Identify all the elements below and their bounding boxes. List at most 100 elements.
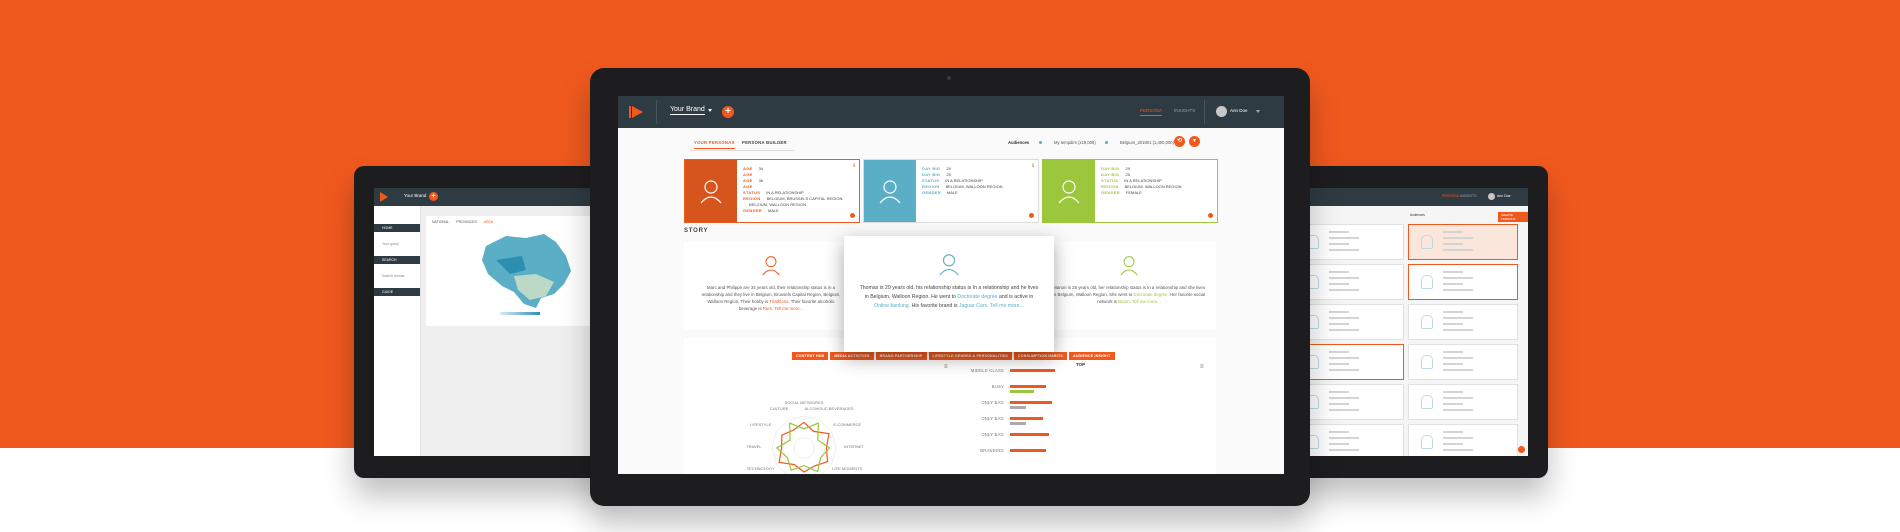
belgium-map[interactable]	[426, 216, 606, 326]
center-screen: Your Brand + PERSONA INSIGHTS Ann Doe YO…	[618, 96, 1284, 474]
mini-detail-line	[1329, 409, 1359, 411]
right-create-button[interactable]: CREATE PERSONA	[1498, 212, 1528, 222]
tab-your-personas[interactable]: YOUR PERSONAS	[694, 140, 735, 149]
persona-2-close-icon[interactable]	[1029, 213, 1034, 218]
mini-persona-card[interactable]	[1408, 424, 1518, 456]
bar[interactable]	[1010, 449, 1046, 452]
story-center-link3[interactable]: Jaguar Cars. Tell me more...	[958, 303, 1024, 309]
filter-tab[interactable]: LIFESTYLE GENRES & PERSONALITIES	[928, 352, 1013, 360]
story-right-link2[interactable]: Boom. Tell me more...	[1118, 299, 1161, 304]
story-left-link1[interactable]: Triathlons.	[769, 299, 790, 304]
mini-persona-card[interactable]	[1408, 344, 1518, 380]
filter-tab[interactable]: CONSUMPTION HABITS	[1014, 352, 1067, 360]
bar[interactable]	[1010, 369, 1055, 372]
person-icon	[700, 180, 722, 204]
persona-detail-value: BELGIUM, WALLOON REGION	[945, 184, 1003, 189]
left-tab-provinces[interactable]: PROVINCES	[456, 220, 477, 224]
radar-menu-icon[interactable]: ≡	[944, 364, 948, 370]
nav-divider	[1204, 100, 1205, 124]
brand-select[interactable]: Your Brand	[670, 106, 705, 115]
center-monitor: Your Brand + PERSONA INSIGHTS Ann Doe YO…	[590, 68, 1310, 506]
left-side-search[interactable]: SEARCH	[374, 256, 420, 264]
mini-persona-card[interactable]	[1294, 224, 1404, 260]
add-brand-button[interactable]: +	[722, 106, 734, 118]
nav-tab-persona[interactable]: PERSONA	[1140, 108, 1163, 116]
filter-tab[interactable]: AUDIENCE INSIGHT	[1068, 352, 1115, 360]
bar[interactable]	[1010, 401, 1052, 404]
filter-tab[interactable]: CONTENT HUB	[792, 352, 829, 360]
persona-1-info-icon[interactable]: ℹ	[853, 163, 855, 169]
left-tab-national[interactable]: NATIONAL	[432, 220, 450, 224]
story-right-link1[interactable]: Doctorate degree.	[1133, 292, 1169, 297]
left-side-results[interactable]: Search results	[382, 274, 405, 278]
mini-persona-card[interactable]	[1294, 424, 1404, 456]
persona-3-close-icon[interactable]	[1208, 213, 1213, 218]
nav-tab-insights[interactable]: INSIGHTS	[1174, 108, 1196, 113]
story-center-link1[interactable]: Doctorate degree	[957, 294, 998, 300]
mini-detail-line	[1443, 409, 1473, 411]
mini-persona-card[interactable]	[1408, 224, 1518, 260]
bar[interactable]	[1010, 433, 1049, 436]
mini-persona-card[interactable]	[1294, 264, 1404, 300]
user-avatar[interactable]	[1216, 106, 1227, 117]
filter-tab[interactable]: MEDIA ACTIVITIES	[830, 352, 874, 360]
story-center-link2[interactable]: Online banking.	[874, 303, 911, 309]
tab-persona-builder[interactable]: PERSONA BUILDER	[742, 140, 787, 145]
audience-option-1[interactable]: My tempdirs (x19,000)	[1054, 140, 1096, 145]
left-tab-area[interactable]: AREA	[483, 220, 494, 224]
filter-button[interactable]: ▼	[1189, 136, 1200, 147]
persona-detail-value: BELGIUM, WALLOON REGION	[1124, 184, 1182, 189]
bar-secondary[interactable]	[1010, 406, 1026, 409]
persona-detail-key: GENDER	[1101, 190, 1120, 195]
persona-detail-row: AGE 36	[743, 178, 844, 184]
mini-persona-card[interactable]	[1294, 304, 1404, 340]
right-user-avatar[interactable]	[1488, 193, 1495, 200]
mini-person-icon	[1421, 275, 1433, 289]
persona-1-close-icon[interactable]	[850, 213, 855, 218]
right-nav-persona[interactable]: PERSONA	[1442, 194, 1460, 198]
mini-person-icon	[1421, 235, 1433, 249]
left-side-guide[interactable]: GUIDE	[374, 288, 420, 296]
mini-detail-line	[1443, 357, 1473, 359]
mini-detail-line	[1329, 443, 1349, 445]
user-name[interactable]: Ann Doe	[1230, 108, 1248, 113]
left-side-home[interactable]: HOME	[374, 224, 420, 232]
persona-detail-row: DAY BIG 25	[922, 172, 1003, 178]
filter-tab[interactable]: BRAND PARTNERSHIP	[875, 352, 927, 360]
left-add-button[interactable]: +	[429, 192, 438, 201]
audience-option-2[interactable]: Belgium_201801 (1,400,000)	[1120, 140, 1175, 145]
bar[interactable]	[1010, 417, 1043, 420]
persona-details-2: DAY BIG 29 DAY BIG 25 STATUS IN A RELATIONSHI…	[922, 166, 1003, 196]
story-left-link2[interactable]: Rum. Tell me more...	[762, 306, 804, 311]
mini-persona-card[interactable]	[1294, 344, 1404, 380]
persona-detail-row: REGION BELGIUM, WALLOON REGION	[922, 184, 1003, 190]
left-side-query[interactable]: Your query	[382, 242, 399, 246]
top-menu-icon[interactable]: ≡	[1200, 364, 1204, 370]
refresh-button[interactable]: ⟲	[1174, 136, 1185, 147]
right-nav-insights[interactable]: INSIGHTS	[1460, 194, 1477, 198]
mini-detail-line	[1443, 391, 1463, 393]
bar-label: MIDDLE CLASS	[970, 368, 1004, 373]
mini-persona-card[interactable]	[1408, 304, 1518, 340]
right-audiences-label: Audiences	[1410, 213, 1425, 217]
mini-detail-line	[1329, 237, 1359, 239]
bar-secondary[interactable]	[1010, 390, 1034, 393]
mini-persona-card[interactable]	[1408, 384, 1518, 420]
mini-persona-card[interactable]	[1408, 264, 1518, 300]
mini-detail-line	[1443, 363, 1463, 365]
persona-2-info-icon[interactable]: ℹ	[1032, 163, 1034, 169]
mini-person-icon	[1421, 355, 1433, 369]
story-person-icon-green	[1120, 256, 1138, 276]
persona-card-1[interactable]: AGE 34 AGE AGE 36 AGE STATUS IN A RELATIONSHIP R…	[684, 159, 860, 223]
persona-detail-row: DAY BIG 29	[1101, 166, 1182, 172]
persona-card-2[interactable]: DAY BIG 29 DAY BIG 25 STATUS IN A RELATIONSHI…	[863, 159, 1039, 223]
bar[interactable]	[1010, 385, 1046, 388]
right-fab-button[interactable]	[1518, 446, 1525, 453]
logo-icon[interactable]	[632, 106, 643, 118]
persona-card-3[interactable]: DAY BIG 29 DAY BIG 25 STATUS IN A RELATIONSHI…	[1042, 159, 1218, 223]
bar-secondary[interactable]	[1010, 422, 1026, 425]
left-brand-select[interactable]: Your Brand	[404, 193, 427, 198]
persona-detail-value: 36	[758, 178, 764, 183]
mini-persona-card[interactable]	[1294, 384, 1404, 420]
